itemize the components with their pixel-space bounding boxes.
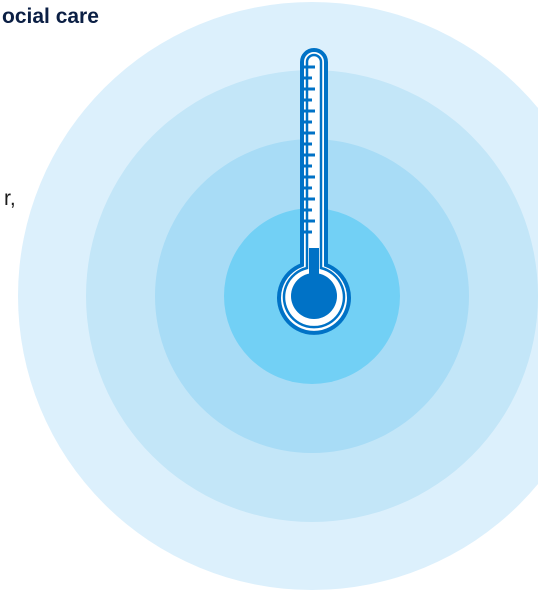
body-text-fragment: r, <box>4 187 16 210</box>
section-heading: ocial care <box>2 5 99 28</box>
thermometer-icon <box>277 48 351 335</box>
